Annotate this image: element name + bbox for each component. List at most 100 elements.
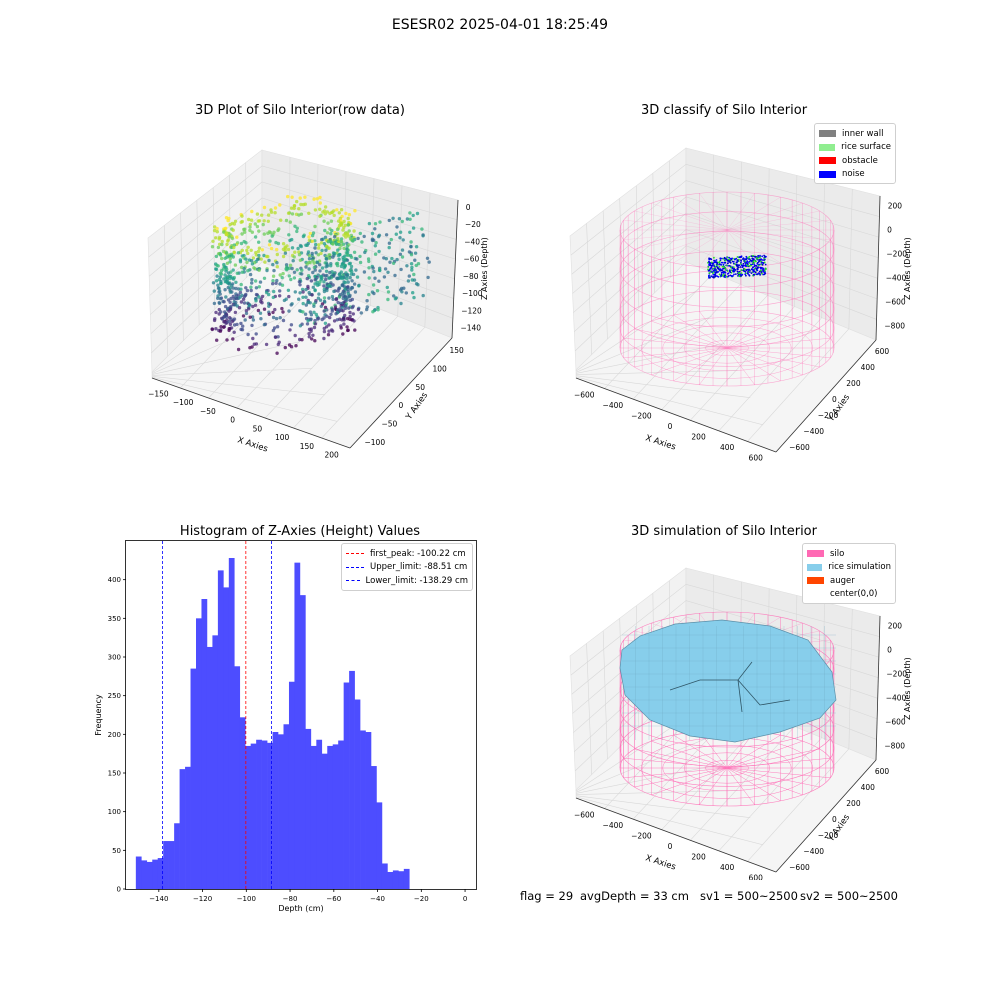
raw-point [407, 274, 411, 278]
raw-point [251, 304, 255, 309]
raw-point [245, 260, 249, 265]
raw-point [371, 310, 375, 314]
silo-floor-spoke [623, 757, 728, 769]
classify-point [741, 273, 744, 276]
raw-point [313, 268, 317, 272]
classify-point [723, 266, 725, 269]
histogram-bar [190, 668, 197, 889]
y-tick-label: 200 [846, 799, 861, 808]
raw-point [391, 261, 396, 265]
raw-point [254, 253, 258, 257]
raw-point [406, 279, 411, 283]
classify-point [712, 267, 715, 270]
raw-point [373, 244, 377, 248]
z-tick-label: −40 [464, 237, 480, 246]
classify-point [739, 256, 742, 258]
silo-roof-spoke [726, 196, 781, 231]
y-tick-label: 400 [861, 363, 876, 372]
raw-point [342, 219, 346, 224]
classify-silo-wireframe [619, 191, 835, 387]
raw-point [399, 267, 403, 272]
classify-point [709, 257, 712, 260]
raw-point [231, 294, 235, 299]
raw-point [300, 338, 304, 342]
raw-point [240, 248, 244, 253]
grid-line [575, 736, 712, 793]
raw-point [358, 254, 362, 259]
classify-point [758, 270, 761, 273]
classify-point [742, 262, 745, 265]
grid-line [397, 185, 403, 317]
silo-roof-spoke [726, 229, 820, 250]
raw-point [251, 336, 255, 341]
raw-point [220, 317, 225, 321]
raw-point [382, 275, 387, 279]
classify-point [729, 271, 732, 274]
raw-point [275, 261, 279, 265]
raw-point [345, 274, 349, 278]
raw-point [267, 258, 271, 263]
raw-point [308, 310, 313, 314]
legend-label: rice simulation [828, 562, 891, 573]
classify-point [756, 257, 759, 260]
raw-point [310, 337, 314, 341]
histogram-y-axis-label: Frequency [94, 694, 103, 736]
raw-point [318, 214, 322, 218]
raw-point [276, 342, 280, 347]
raw-point [330, 329, 335, 333]
classify-point [724, 268, 727, 271]
raw-point [362, 234, 366, 239]
raw-point [335, 208, 339, 212]
histogram-bar [381, 863, 388, 889]
grid-line [602, 210, 608, 340]
raw-point [287, 233, 291, 237]
raw-point [260, 248, 265, 252]
raw-point [215, 338, 219, 342]
grid-line [690, 726, 795, 841]
raw-point [347, 262, 351, 266]
classify-point [730, 266, 732, 269]
z-tick-label: 0 [887, 226, 892, 235]
raw-point [350, 305, 354, 310]
y-tick-label: 0 [117, 886, 121, 894]
silo-roof-spoke [726, 202, 803, 231]
raw-point [303, 312, 308, 316]
x-tick-label: −400 [603, 401, 624, 410]
histogram-bar [239, 717, 246, 889]
classify-point [746, 264, 749, 267]
x-tick-label: −50 [200, 407, 216, 416]
histogram-bar [185, 766, 191, 889]
classify-point [765, 267, 767, 270]
raw-point [228, 222, 232, 227]
raw-point [327, 329, 331, 333]
histogram-reference-lines [162, 541, 272, 889]
classify-point [748, 258, 750, 260]
raw-point [216, 245, 221, 250]
raw-point [246, 332, 250, 337]
classify-point [728, 258, 731, 261]
raw-point [304, 287, 308, 292]
raw-point [323, 228, 327, 233]
raw-point [217, 301, 222, 305]
raw-point [343, 306, 348, 311]
raw-point [235, 235, 239, 239]
raw-point [342, 322, 346, 326]
raw-point [323, 274, 328, 278]
raw-point [214, 254, 219, 259]
raw-point [328, 270, 332, 275]
z-tick-label: −400 [886, 694, 907, 703]
raw-point [250, 277, 254, 282]
raw-point [307, 267, 311, 271]
raw-point [309, 318, 313, 322]
classify-point [757, 264, 760, 267]
raw-point [228, 276, 232, 280]
raw-point [220, 256, 224, 261]
x-tick-label: 600 [749, 454, 764, 463]
raw-point [217, 237, 221, 241]
grid-line [571, 180, 879, 275]
raw-point [263, 260, 267, 264]
raw-point [313, 339, 317, 343]
raw-point [370, 231, 375, 236]
raw-point [241, 324, 245, 328]
classify-point [745, 269, 748, 272]
